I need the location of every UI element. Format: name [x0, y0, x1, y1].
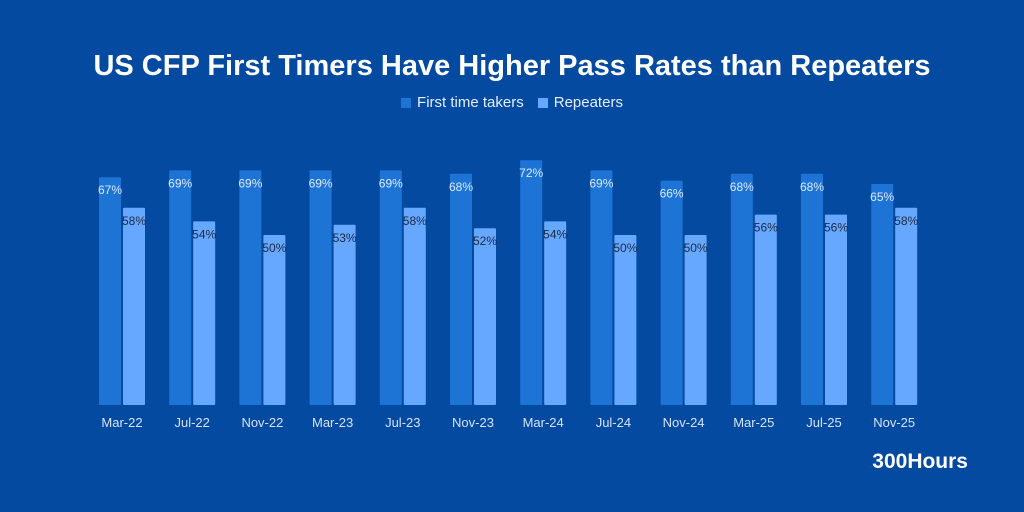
bar-first-time — [801, 173, 823, 405]
data-label: 52% — [473, 234, 497, 248]
x-tick-label: Mar-22 — [101, 415, 142, 430]
data-label: 66% — [660, 187, 684, 201]
x-tick-label: Jul-24 — [596, 415, 631, 430]
bar-first-time — [239, 170, 262, 405]
bar-repeaters — [403, 207, 426, 405]
legend-item-first-time: First time takers — [401, 94, 524, 111]
legend-label: Repeaters — [553, 94, 623, 111]
bar-first-time — [520, 160, 543, 405]
x-tick-label: Mar-23 — [312, 415, 353, 430]
data-label: 58% — [894, 214, 918, 228]
data-label: 69% — [589, 176, 613, 190]
bar-repeaters — [193, 221, 216, 405]
legend-item-repeaters: Repeaters — [537, 94, 623, 111]
x-tick-label: Jul-23 — [385, 415, 420, 430]
bar-first-time — [450, 173, 472, 405]
bar-repeaters — [333, 224, 356, 405]
x-tick-label: Mar-24 — [523, 415, 564, 430]
data-label: 69% — [309, 176, 333, 190]
bar-repeaters — [474, 228, 496, 405]
data-label: 68% — [730, 180, 754, 194]
data-label: 69% — [379, 176, 403, 190]
data-label: 50% — [613, 241, 637, 255]
bar-first-time — [730, 173, 753, 405]
x-tick-label: Jul-22 — [174, 415, 209, 430]
bar-repeaters — [895, 207, 918, 405]
bar-repeaters — [614, 235, 637, 405]
data-label: 68% — [449, 180, 473, 194]
bar-first-time — [99, 177, 121, 405]
legend-swatch — [537, 97, 548, 108]
x-tick-label: Nov-23 — [452, 415, 494, 430]
chart-title: US CFP First Timers Have Higher Pass Rat… — [93, 50, 931, 82]
bar-first-time — [309, 170, 332, 405]
data-label: 58% — [403, 214, 427, 228]
data-label: 72% — [519, 166, 543, 180]
brand-logo: 300Hours — [872, 450, 968, 473]
x-tick-label: Jul-25 — [806, 415, 841, 430]
bar-first-time — [871, 184, 894, 405]
bar-first-time — [660, 180, 683, 405]
x-tick-label: Nov-25 — [873, 415, 915, 430]
bar-first-time — [590, 170, 613, 405]
data-label: 54% — [192, 227, 216, 241]
bar-repeaters — [825, 214, 847, 405]
x-tick-label: Nov-24 — [663, 415, 705, 430]
data-label: 56% — [824, 221, 848, 235]
data-label: 69% — [168, 176, 192, 190]
bar-repeaters — [684, 235, 707, 405]
data-label: 69% — [238, 176, 262, 190]
legend: First time takers Repeaters — [0, 94, 1024, 111]
bar-first-time — [379, 170, 402, 405]
data-label: 50% — [262, 241, 286, 255]
bar-first-time — [169, 170, 192, 405]
data-label: 67% — [98, 183, 122, 197]
x-tick-label: Mar-25 — [733, 415, 774, 430]
data-label: 54% — [543, 227, 567, 241]
data-label: 65% — [870, 190, 894, 204]
bar-repeaters — [754, 214, 777, 405]
data-label: 50% — [684, 241, 708, 255]
data-label: 68% — [800, 180, 824, 194]
x-tick-label: Nov-22 — [241, 415, 283, 430]
data-label: 53% — [333, 231, 357, 245]
data-label: 58% — [122, 214, 146, 228]
legend-swatch — [401, 97, 412, 108]
bar-repeaters — [263, 235, 286, 405]
data-label: 56% — [754, 221, 778, 235]
bar-repeaters — [123, 207, 145, 405]
legend-label: First time takers — [417, 94, 524, 111]
bar-repeaters — [544, 221, 567, 405]
